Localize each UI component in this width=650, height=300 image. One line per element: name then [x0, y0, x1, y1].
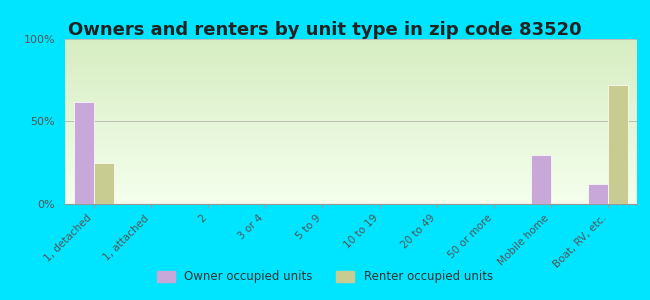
Bar — [73, 102, 94, 204]
Bar — [531, 154, 551, 204]
Bar — [94, 163, 114, 204]
Text: Owners and renters by unit type in zip code 83520: Owners and renters by unit type in zip c… — [68, 21, 582, 39]
Bar — [608, 85, 629, 204]
Bar — [588, 184, 608, 204]
Legend: Owner occupied units, Renter occupied units: Owner occupied units, Renter occupied un… — [153, 266, 497, 288]
